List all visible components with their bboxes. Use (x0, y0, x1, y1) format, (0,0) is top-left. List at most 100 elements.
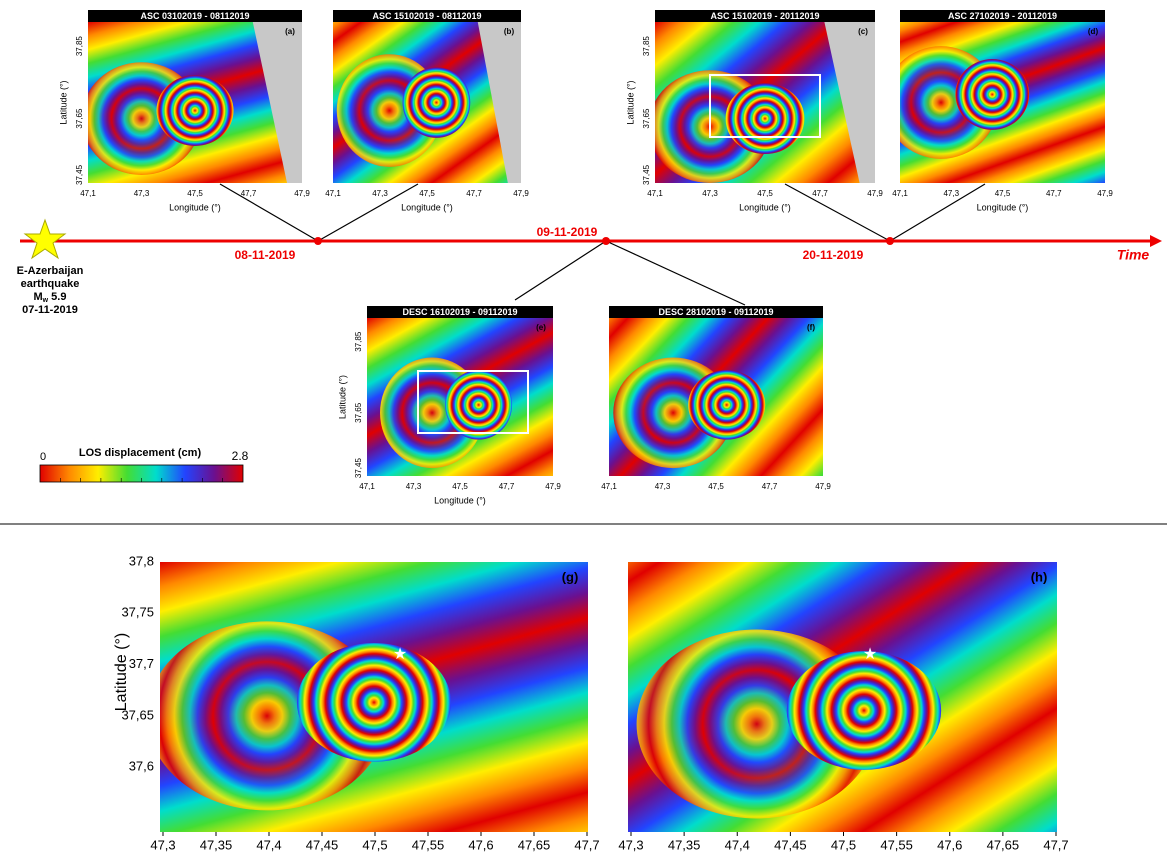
eq-region: E-Azerbaijan (17, 265, 84, 277)
epicenter-star: ★ (393, 646, 407, 663)
earthquake-star (25, 220, 65, 258)
x-tick-label: 47,9 (545, 482, 561, 491)
x-tick-label: 47,7 (574, 837, 599, 852)
x-tick-label: 47,45 (306, 837, 339, 852)
page: {"panels": [ {"title": "ASC 03102019 - 0… (0, 0, 1167, 854)
x-tick-label: 47,3 (618, 837, 643, 852)
x-axis-label: Longitude (°) (739, 202, 791, 212)
x-tick-label: 47,7 (762, 482, 778, 491)
x-tick-label: 47,5 (708, 482, 724, 491)
x-tick-label: 47,6 (468, 837, 493, 852)
x-tick-label: 47,9 (815, 482, 831, 491)
x-tick-label: 47,9 (513, 189, 529, 198)
x-tick-label: 47,5 (757, 189, 773, 198)
date-label: 08-11-2019 (235, 248, 296, 262)
timeline-arrow (1150, 235, 1162, 247)
panel-label: (g) (562, 569, 579, 584)
fringe-center (688, 370, 765, 440)
y-tick-label: 37,45 (642, 164, 651, 185)
panel-label: (d) (1088, 27, 1099, 36)
interferogram (628, 562, 1057, 832)
panel: ASC 15102019 - 08112019(b)47,147,347,547… (325, 10, 529, 212)
y-axis-label: Latitude (°) (337, 375, 347, 419)
fringe-center (725, 83, 804, 154)
x-tick-label: 47,4 (256, 837, 281, 852)
fringe-center (156, 75, 233, 146)
x-tick-label: 47,7 (1043, 837, 1068, 852)
x-tick-label: 47,7 (241, 189, 257, 198)
time-label: Time (1117, 247, 1150, 263)
panel: DESC 16102019 - 09112019(e)47,147,347,54… (337, 306, 561, 505)
x-tick-label: 47,65 (518, 837, 551, 852)
x-tick-label: 47,1 (601, 482, 617, 491)
x-tick-label: 47,9 (867, 189, 883, 198)
x-tick-label: 47,55 (880, 837, 913, 852)
y-tick-label: 37,85 (642, 36, 651, 57)
panel: ASC 27102019 - 20112019(d)47,147,347,547… (884, 10, 1114, 212)
x-axis-label: Longitude (°) (434, 495, 486, 505)
x-tick-label: 47,45 (774, 837, 807, 852)
panel-title: ASC 03102019 - 08112019 (140, 11, 249, 21)
panel-label: (f) (807, 323, 815, 332)
y-tick-label: 37,6 (129, 759, 154, 774)
y-tick-label: 37,65 (354, 402, 363, 423)
y-tick-label: 37,65 (642, 108, 651, 129)
y-axis-label: Latitude (°) (625, 80, 635, 124)
fringe-center (787, 651, 941, 770)
y-tick-label: 37,45 (354, 458, 363, 479)
panel-label: (h) (1031, 569, 1048, 584)
x-tick-label: 47,7 (812, 189, 828, 198)
x-tick-label: 47,35 (668, 837, 701, 852)
x-axis-label: Longitude (°) (401, 202, 453, 212)
x-axis-label: Longitude (°) (977, 202, 1029, 212)
x-tick-label: 47,7 (466, 189, 482, 198)
fringe-center (403, 67, 471, 138)
y-tick-label: 37,45 (75, 164, 84, 185)
interferogram (147, 562, 588, 832)
y-axis-label: Latitude (°) (58, 80, 68, 124)
y-tick-label: 37,65 (75, 108, 84, 129)
x-tick-label: 47,1 (325, 189, 341, 198)
x-tick-label: 47,5 (419, 189, 435, 198)
date-label: 09-11-2019 (537, 225, 598, 239)
interferogram (367, 318, 553, 476)
x-tick-label: 47,1 (647, 189, 663, 198)
x-tick-label: 47,3 (150, 837, 175, 852)
panel: ASC 03102019 - 08112019(a)47,147,347,547… (58, 10, 310, 212)
x-tick-label: 47,5 (187, 189, 203, 198)
panel-label: (b) (504, 27, 515, 36)
interferogram (333, 22, 521, 183)
timeline-dot (886, 237, 894, 245)
figure: 08-11-2019 09-11-2019 20-11-2019 Time E-… (0, 0, 1167, 854)
eq-date: 07-11-2019 (22, 304, 78, 316)
panel-title: DESC 16102019 - 09112019 (402, 307, 517, 317)
interferogram (648, 22, 875, 183)
y-tick-label: 37,8 (129, 553, 154, 568)
x-tick-label: 47,9 (1097, 189, 1113, 198)
eq-value: 5.9 (48, 291, 66, 303)
x-tick-label: 47,9 (294, 189, 310, 198)
colorbar-title: LOS displacement (cm) (79, 447, 202, 459)
panel-label: (e) (536, 323, 546, 332)
interferogram (884, 22, 1105, 183)
x-tick-label: 47,7 (499, 482, 515, 491)
x-axis-label: Longitude (°) (169, 202, 221, 212)
date-label: 20-11-2019 (803, 248, 864, 262)
epicenter-star: ★ (863, 646, 877, 663)
fringe-center (445, 370, 512, 440)
panel-title: ASC 15102019 - 08112019 (372, 11, 481, 21)
x-tick-label: 47,4 (725, 837, 750, 852)
x-tick-label: 47,5 (362, 837, 387, 852)
x-tick-label: 47,55 (412, 837, 445, 852)
x-tick-label: 47,35 (200, 837, 233, 852)
y-tick-label: 37,85 (354, 331, 363, 352)
y-tick-label: 37,75 (121, 605, 154, 620)
eq-magnitude: Mw 5.9 (34, 291, 67, 304)
panel: ★ (g) 47,3 47,35 47,4 47,45 47,5 47,55 47,6 47,65… (113, 553, 599, 854)
fringe-center (297, 643, 451, 762)
timeline-dot (314, 237, 322, 245)
x-tick-label: 47,5 (831, 837, 856, 852)
